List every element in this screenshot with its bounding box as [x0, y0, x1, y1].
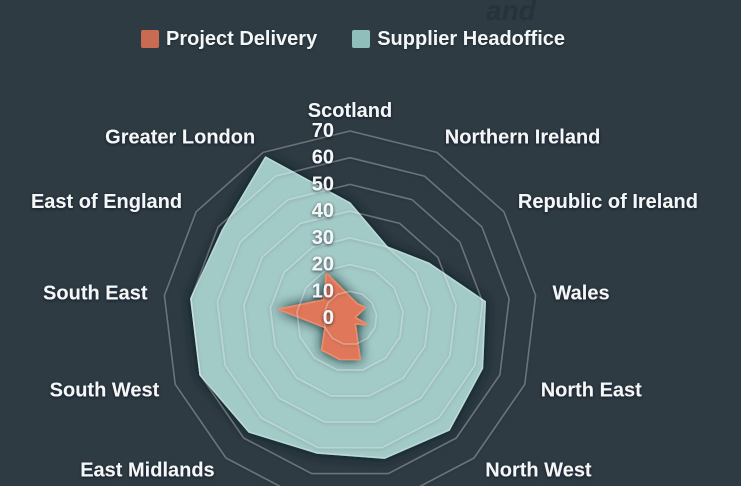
category-labels: Scotland Northern Ireland Republic of Irel… [31, 100, 698, 482]
category-label-north-west: North West [485, 460, 592, 482]
category-label-republic-of-ireland: Republic of Ireland [518, 191, 698, 213]
category-label-east-of-england: East of England [31, 191, 182, 213]
radial-tick-label-40: 40 [312, 200, 334, 222]
brand-watermark: and [486, 0, 536, 26]
grid-ring-70 [163, 130, 537, 486]
legend-label: Project Delivery [166, 28, 318, 50]
legend-item-supplier-headoffice[interactable]: Supplier Headoffice [352, 28, 565, 50]
legend-swatch-icon [352, 30, 371, 48]
legend-label: Supplier Headoffice [377, 28, 566, 50]
category-label-north-east: North East [541, 379, 642, 401]
grid-ring-20 [296, 263, 404, 371]
legend-item-project-delivery[interactable]: Project Delivery [141, 28, 317, 50]
grid-ring-50 [216, 183, 484, 449]
category-label-east-midlands: East Midlands [80, 460, 214, 482]
chart-legend: Project Delivery Supplier Headoffice [141, 28, 565, 50]
radial-tick-label-70: 70 [312, 120, 334, 142]
category-label-south-west: South West [50, 379, 160, 401]
series-layer [190, 156, 487, 459]
grid-rings [163, 130, 537, 486]
grid-ring-10 [322, 290, 378, 345]
category-label-greater-london: Greater London [105, 126, 255, 148]
radial-tick-label-60: 60 [312, 147, 334, 169]
radial-tick-label-10: 10 [312, 280, 334, 302]
grid-ring-60 [190, 156, 510, 475]
category-label-south-east: South East [43, 282, 148, 304]
radial-tick-label-50: 50 [312, 173, 334, 195]
grid-ring-40 [243, 210, 457, 423]
radial-tick-label-30: 30 [312, 227, 334, 249]
category-label-scotland: Scotland [308, 100, 392, 122]
category-label-wales: Wales [553, 282, 610, 304]
grid-ring-30 [269, 237, 431, 397]
category-label-northern-ireland: Northern Ireland [445, 126, 601, 148]
legend-swatch-icon [141, 30, 159, 48]
radial-tick-label-0: 0 [323, 307, 334, 329]
radial-tick-label-20: 20 [312, 254, 334, 276]
radial-tick-labels: 0 10 20 30 40 50 60 70 [312, 120, 334, 329]
